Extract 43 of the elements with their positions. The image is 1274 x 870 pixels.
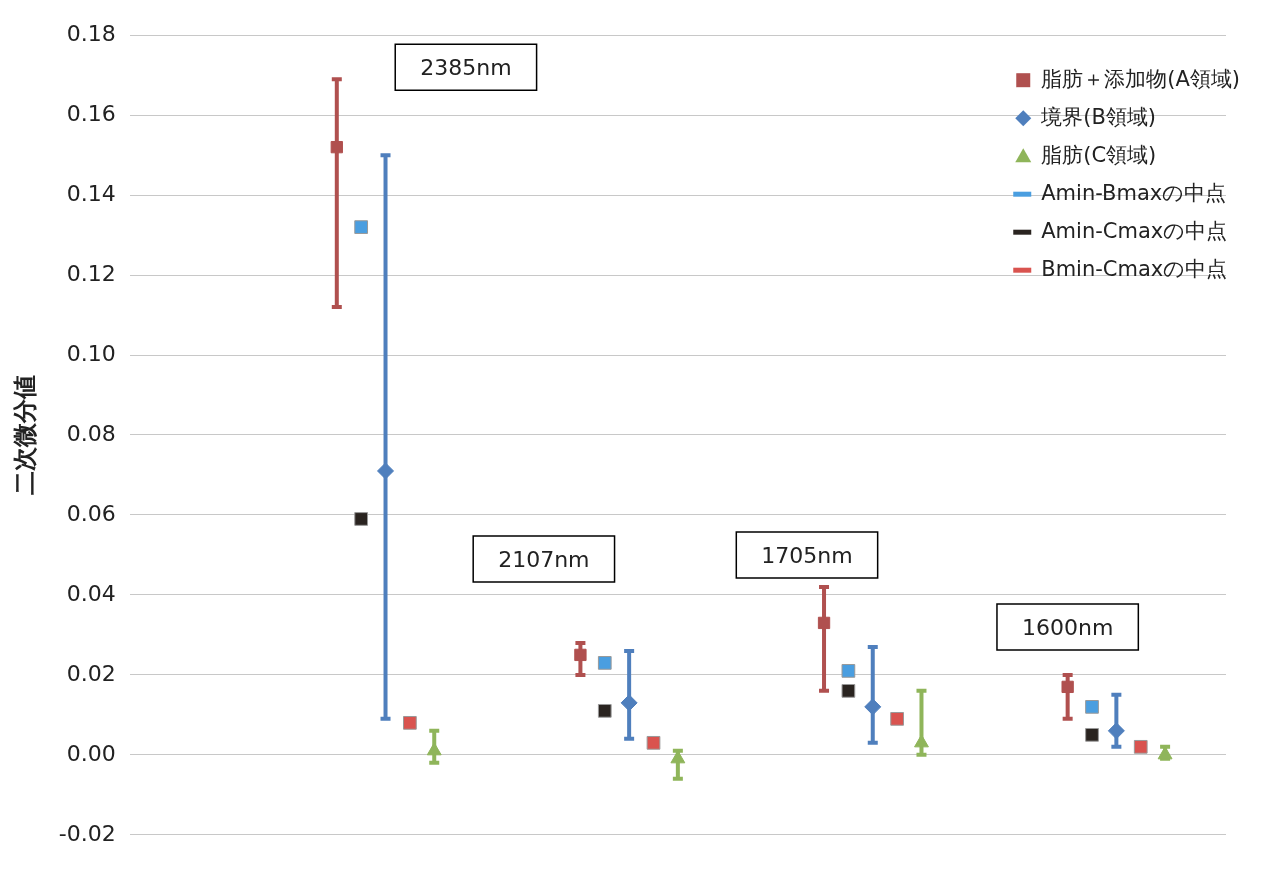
legend-label: 脂肪(C領域) — [1041, 142, 1157, 167]
y-tick-label: 0.18 — [66, 20, 116, 46]
point — [403, 715, 417, 730]
y-tick-label: 0.08 — [66, 420, 116, 446]
point — [597, 704, 612, 718]
y-tick-label: -0.02 — [58, 820, 116, 846]
point — [620, 694, 638, 712]
point — [841, 664, 856, 678]
y-tick-label: 0.14 — [66, 180, 116, 206]
point — [841, 684, 856, 698]
y-tick-label: 0.04 — [66, 580, 116, 606]
legend-label: Amin-Bmaxの中点 — [1041, 180, 1227, 205]
legend-label: 境界(B領域) — [1040, 104, 1157, 129]
point — [354, 512, 369, 526]
point — [817, 616, 831, 630]
point — [426, 742, 442, 756]
y-tick-label: 0.00 — [66, 740, 116, 766]
y-tick-label: 0.02 — [66, 660, 116, 686]
point — [1085, 727, 1099, 742]
point — [1061, 680, 1074, 694]
y-tick-label: 0.12 — [66, 260, 116, 286]
point — [1107, 722, 1125, 740]
legend-label: Amin-Cmaxの中点 — [1041, 218, 1228, 243]
annotation: 2385nm — [420, 54, 512, 80]
legend-label: Bmin-Cmaxの中点 — [1041, 256, 1228, 281]
point — [864, 698, 882, 716]
point — [1085, 700, 1099, 714]
point — [890, 711, 904, 726]
legend-label: 脂肪＋添加物(A領域) — [1041, 66, 1241, 91]
y-tick-label: 0.06 — [66, 500, 116, 526]
point — [330, 140, 343, 154]
point — [377, 462, 395, 480]
point — [646, 735, 661, 750]
y-axis-title: 二次微分値 — [10, 375, 39, 495]
annotation: 1600nm — [1021, 614, 1114, 640]
annotation: 1705nm — [761, 542, 853, 568]
point — [574, 648, 587, 662]
y-tick-label: 0.16 — [66, 100, 116, 126]
point — [1133, 739, 1148, 754]
point — [354, 220, 369, 234]
point — [597, 656, 612, 670]
y-tick-label: 0.10 — [66, 340, 116, 366]
annotation: 2107nm — [498, 546, 590, 572]
